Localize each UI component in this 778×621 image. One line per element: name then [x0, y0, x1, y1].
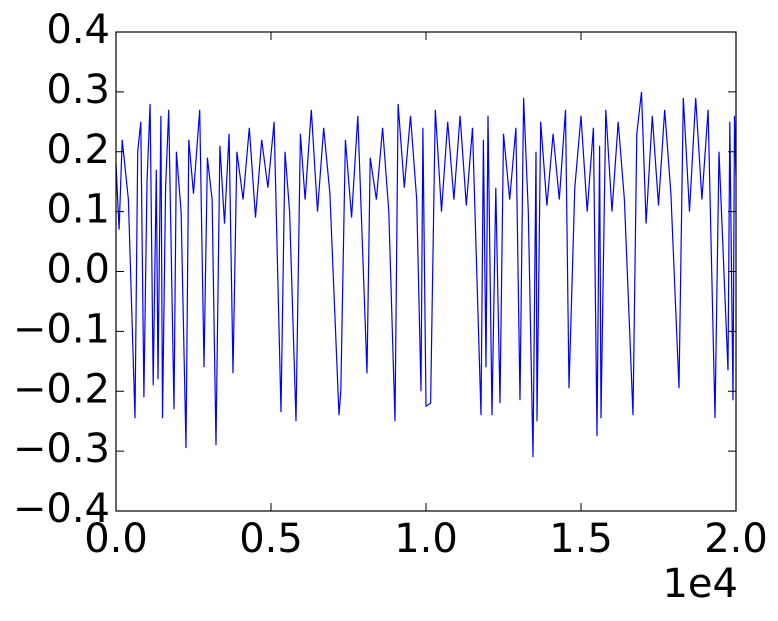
- x-tick-label: 2.0: [704, 516, 768, 562]
- y-tick-label: 0.1: [46, 187, 110, 233]
- y-tick-label: −0.2: [13, 366, 110, 412]
- y-tick-label: −0.1: [13, 306, 110, 352]
- x-tick-label: 1.5: [549, 516, 613, 562]
- y-tick-label: 0.4: [46, 7, 110, 53]
- y-tick-label: 0.0: [46, 247, 110, 293]
- x-offset-label: 1e4: [662, 561, 738, 607]
- x-tick-label: 0.5: [239, 516, 303, 562]
- y-tick-label: 0.2: [46, 127, 110, 173]
- y-tick-label: −0.3: [13, 426, 110, 472]
- x-tick-label: 1.0: [394, 516, 458, 562]
- y-tick-label: −0.4: [13, 486, 110, 532]
- y-tick-label: 0.3: [46, 67, 110, 113]
- data-line: [115, 91, 737, 458]
- plot-frame: [115, 31, 737, 512]
- x-tick-label: 0.0: [84, 516, 148, 562]
